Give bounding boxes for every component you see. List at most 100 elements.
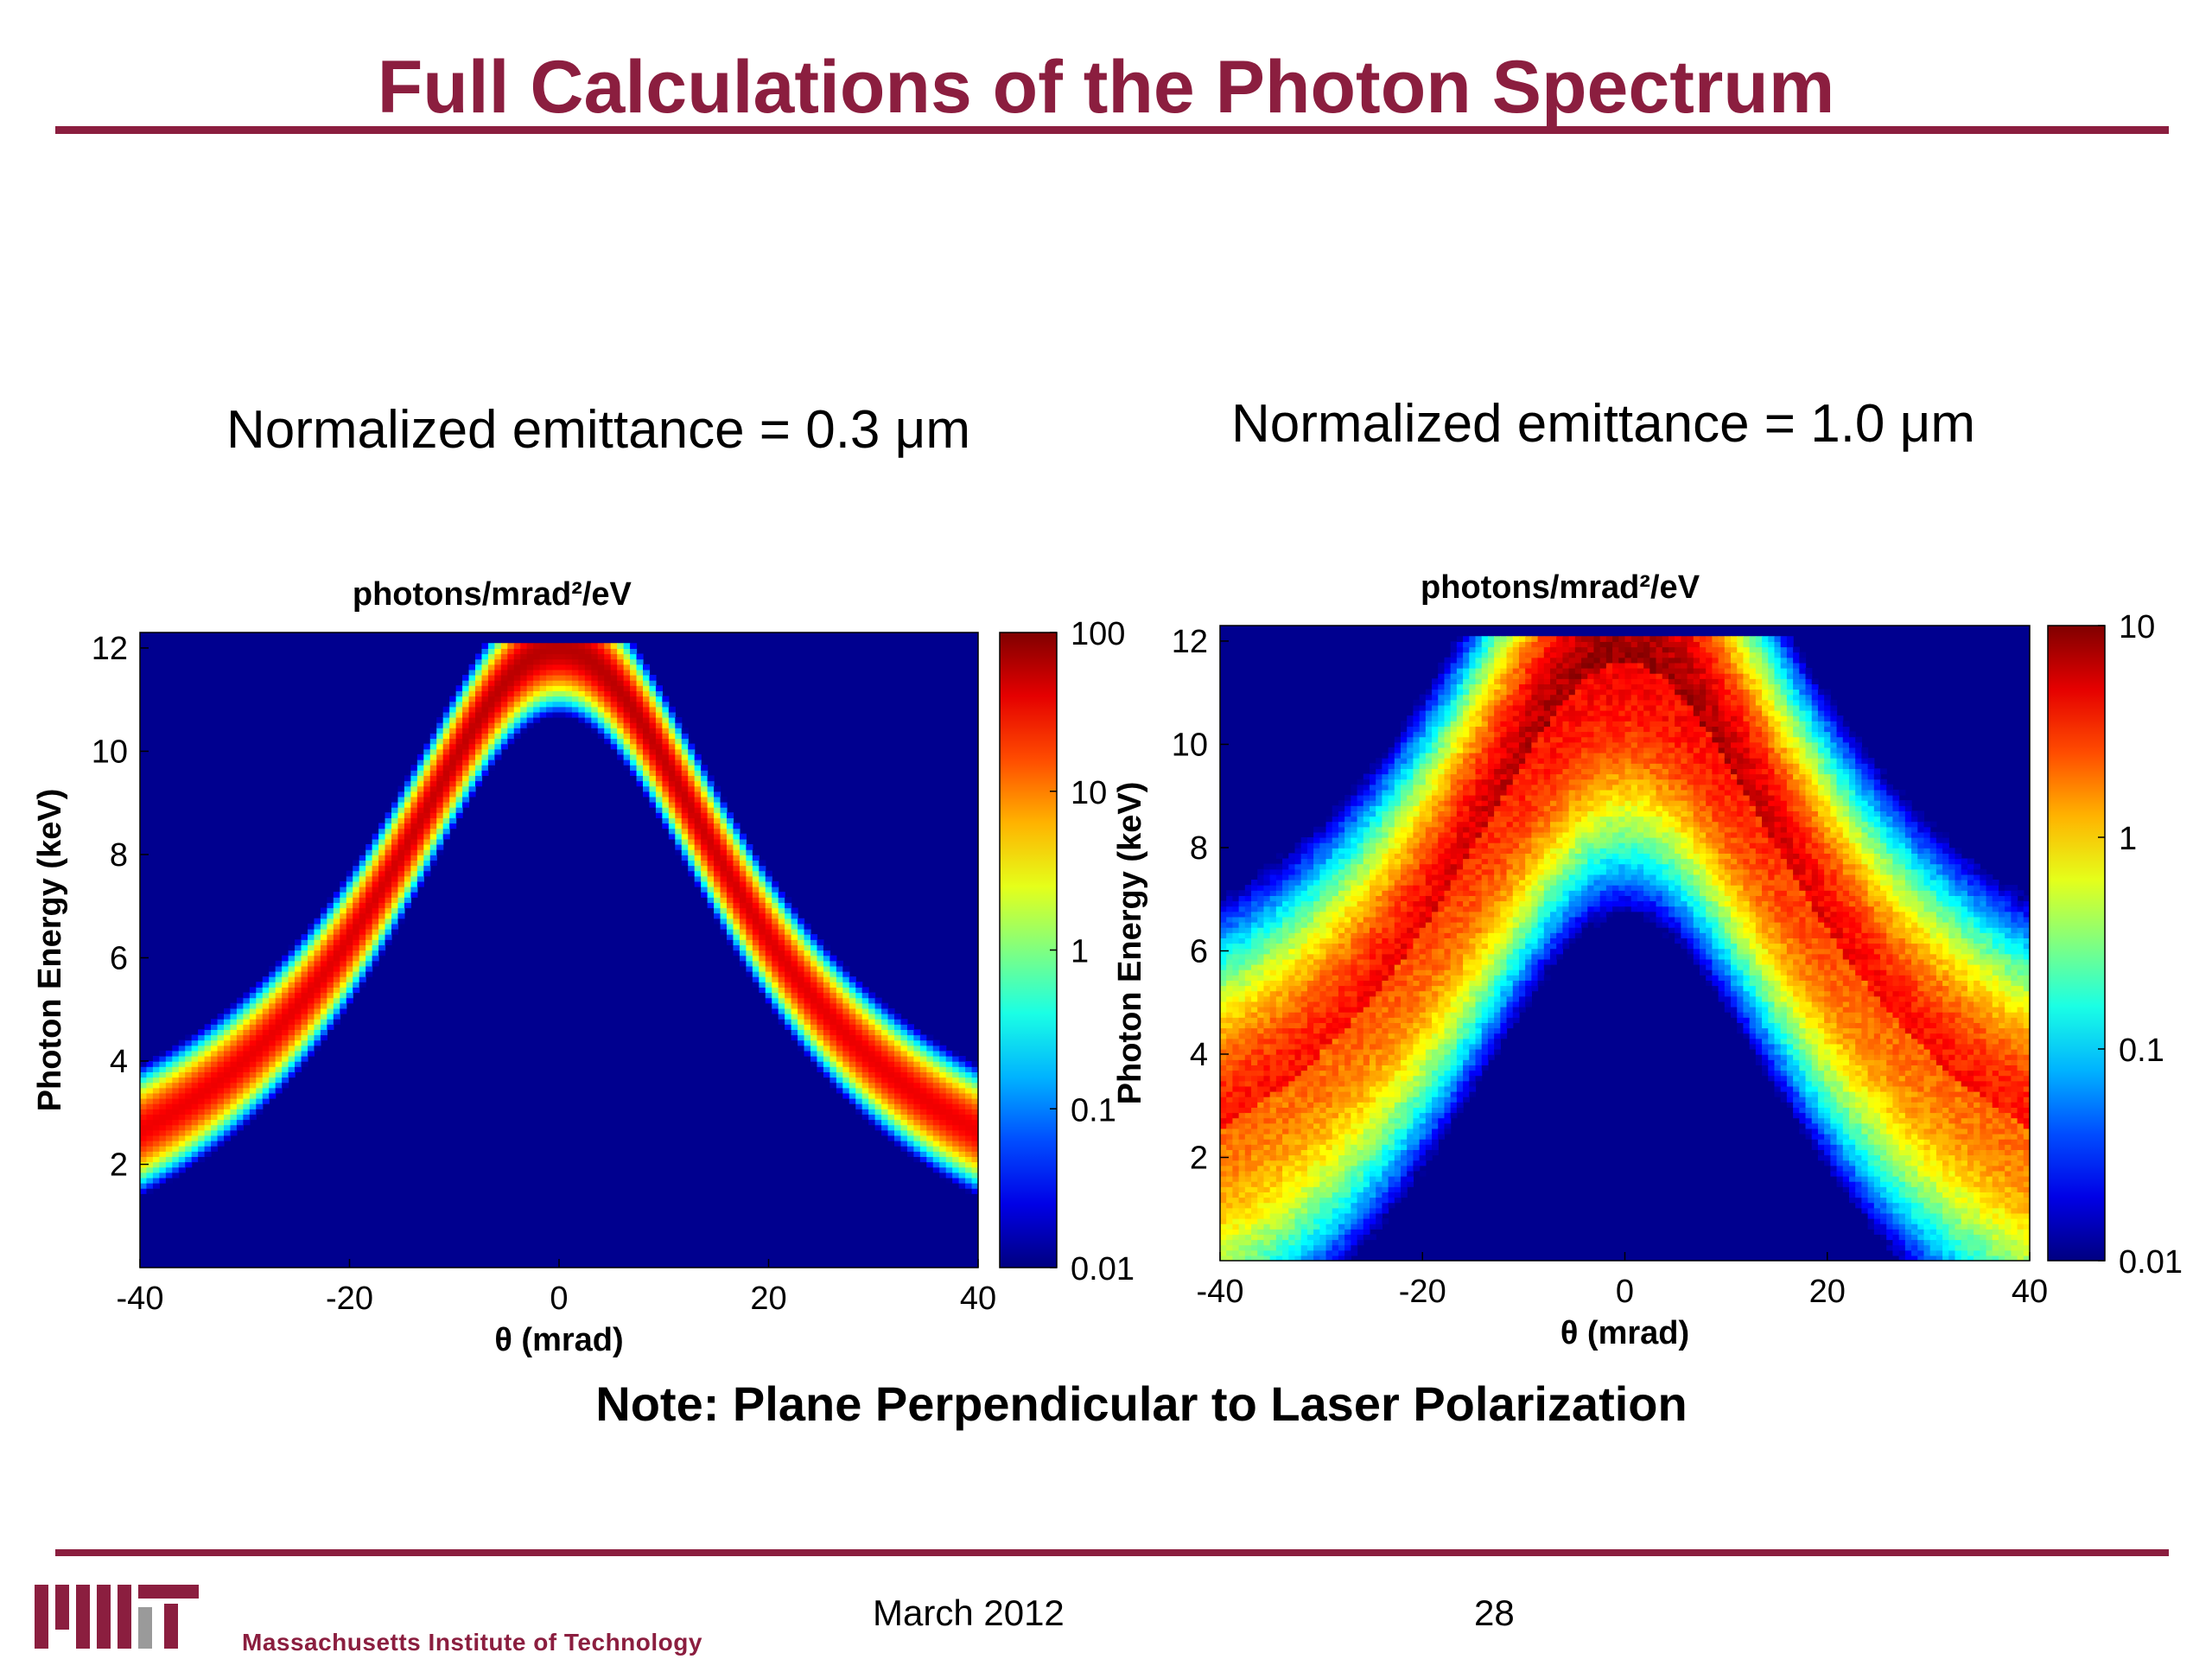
heatmap-cell	[681, 802, 689, 808]
heatmap-cell	[694, 844, 702, 850]
heatmap-cell	[810, 1002, 818, 1009]
heatmap-cell	[1226, 1049, 1234, 1055]
heatmap-cell	[1294, 958, 1302, 965]
heatmap-cell	[675, 838, 683, 845]
heatmap-cell	[308, 1050, 315, 1057]
heatmap-cell	[487, 760, 495, 766]
heatmap-cell	[1244, 1027, 1252, 1034]
heatmap-cell	[746, 865, 753, 872]
heatmap-cell	[830, 1019, 837, 1025]
heatmap-cell	[610, 728, 618, 734]
heatmap-cell	[1232, 1017, 1240, 1023]
heatmap-cell	[308, 1034, 315, 1041]
heatmap-cell	[230, 1087, 238, 1094]
heatmap-cell	[423, 849, 431, 855]
heatmap-cell	[694, 849, 702, 855]
heatmap-cell	[1294, 1229, 1302, 1235]
heatmap-cell	[584, 685, 592, 691]
heatmap-cell	[1294, 1139, 1302, 1145]
heatmap-cell	[906, 1087, 914, 1094]
heatmap-cell	[1275, 1080, 1283, 1087]
heatmap-cell	[204, 1071, 212, 1078]
heatmap-cell	[1282, 1001, 1289, 1007]
heatmap-cell	[230, 1077, 238, 1084]
heatmap-cell	[185, 1124, 193, 1131]
heatmap-cell	[404, 812, 411, 818]
heatmap-cell	[314, 1002, 321, 1009]
heatmap-cell	[165, 1172, 173, 1179]
heatmap-cell	[772, 923, 779, 930]
heatmap-cell	[559, 664, 567, 671]
heatmap-cell	[1300, 1012, 1308, 1018]
heatmap-cell	[1257, 975, 1265, 981]
heatmap-cell	[1357, 1234, 1364, 1241]
heatmap-cell	[442, 828, 450, 835]
heatmap-cell	[224, 1024, 232, 1030]
heatmap-cell	[1306, 975, 1314, 981]
heatmap-cell	[269, 1024, 276, 1030]
heatmap-cell	[785, 992, 792, 999]
heatmap-cell	[423, 860, 431, 867]
heatmap-cell	[965, 1098, 973, 1104]
heatmap-cell	[372, 892, 379, 898]
heatmap-cell	[487, 669, 495, 676]
heatmap-cell	[1344, 858, 1351, 865]
heatmap-cell	[772, 944, 779, 951]
heatmap-cell	[1282, 1091, 1289, 1097]
heatmap-cell	[1325, 1181, 1333, 1187]
heatmap-cell	[610, 722, 618, 728]
heatmap-cell	[1351, 948, 1358, 955]
heatmap-cell	[295, 965, 302, 972]
heatmap-cell	[578, 685, 586, 691]
heatmap-cell	[365, 912, 373, 919]
heatmap-cell	[1351, 1001, 1358, 1007]
heatmap-cell	[1269, 1218, 1277, 1224]
heatmap-cell	[1238, 1244, 1246, 1251]
heatmap-cell	[842, 982, 850, 988]
heatmap-cell	[894, 1129, 902, 1136]
heatmap-cell	[1244, 1212, 1252, 1219]
heatmap-cell	[597, 696, 605, 702]
heatmap-cell	[391, 875, 399, 882]
heatmap-cell	[965, 1146, 973, 1152]
heatmap-cell	[1319, 916, 1327, 923]
heatmap-cell	[1282, 932, 1289, 938]
heatmap-cell	[552, 696, 560, 702]
heatmap-cell	[1344, 938, 1351, 944]
heatmap-cell	[1220, 1139, 1227, 1145]
heatmap-cell	[810, 960, 818, 967]
heatmap-cell	[919, 1124, 927, 1131]
heatmap-cell	[1344, 1065, 1351, 1071]
heatmap-cell	[1238, 1139, 1246, 1145]
heatmap-cell	[675, 765, 683, 771]
heatmap-cell	[630, 733, 638, 740]
heatmap-cell	[159, 1103, 167, 1109]
heatmap-cell	[327, 987, 334, 994]
heatmap-cell	[1351, 995, 1358, 1002]
heatmap-cell	[1238, 911, 1246, 918]
heatmap-cell	[887, 1135, 895, 1141]
heatmap-cell	[733, 838, 741, 845]
heatmap-cell	[958, 1146, 966, 1152]
heatmap-cell	[1325, 1091, 1333, 1097]
heatmap-cell	[1332, 1197, 1339, 1204]
heatmap-cell	[295, 1014, 302, 1020]
heatmap-cell	[1288, 1224, 1296, 1230]
heatmap-cell	[1313, 1218, 1320, 1224]
heatmap-cell	[165, 1103, 173, 1109]
heatmap-cell	[798, 960, 805, 967]
heatmap-cell	[913, 1061, 921, 1067]
heatmap-cell	[468, 701, 476, 708]
heatmap-cell	[1351, 1043, 1358, 1050]
heatmap-cell	[320, 987, 327, 994]
heatmap-cell	[429, 765, 437, 771]
heatmap-cell	[817, 1056, 824, 1062]
heatmap-cell	[1220, 1128, 1227, 1135]
heatmap-cell	[1332, 1154, 1339, 1161]
heatmap-cell	[855, 1002, 863, 1009]
heatmap-cell	[1351, 1091, 1358, 1097]
heatmap-cell	[1306, 1107, 1314, 1114]
heatmap-cell	[1275, 990, 1283, 997]
heatmap-cell	[140, 1066, 148, 1072]
heatmap-cell	[1220, 1117, 1227, 1124]
